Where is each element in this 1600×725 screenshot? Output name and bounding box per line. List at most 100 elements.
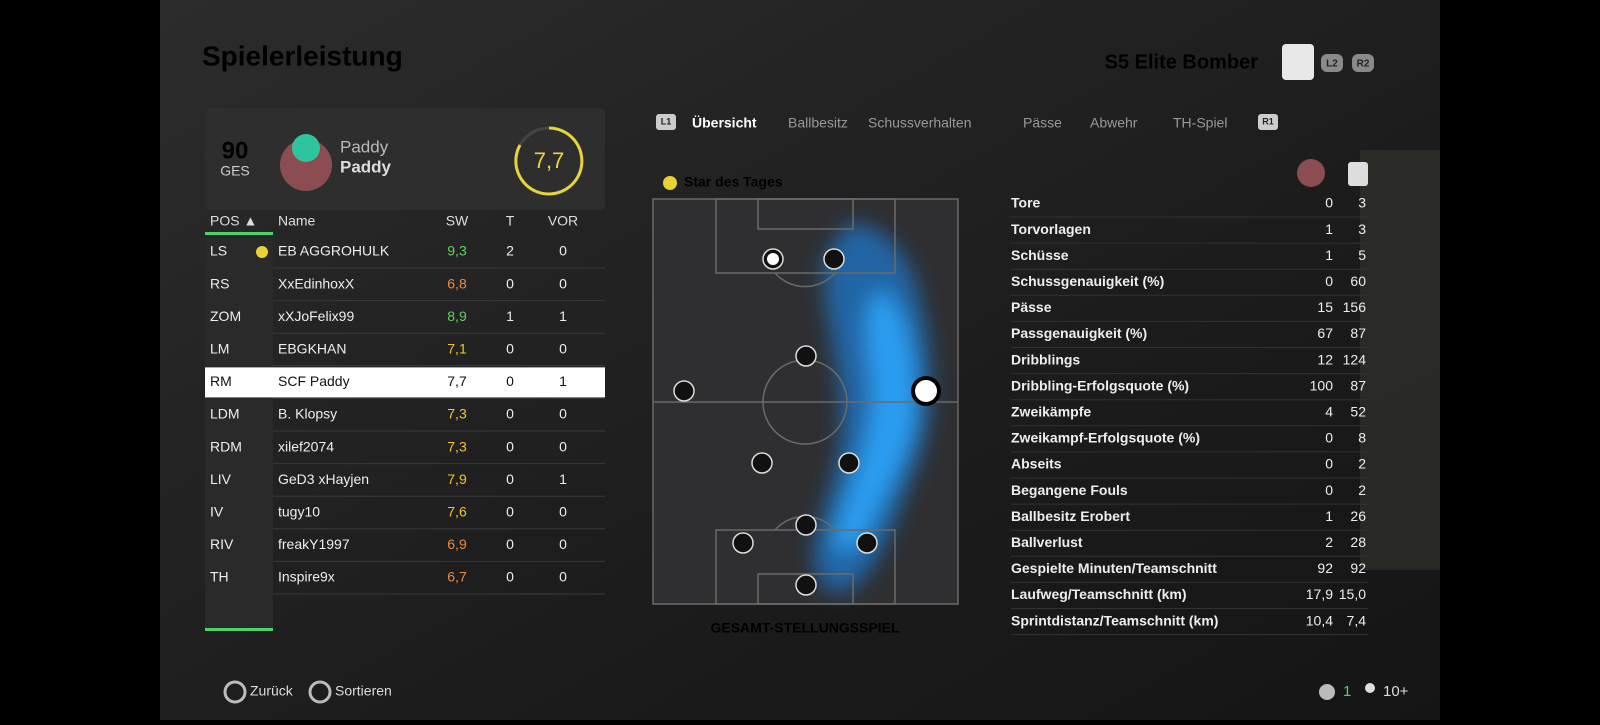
cell[interactable]: 1 xyxy=(506,308,514,324)
cell[interactable]: EB AGGROHULK xyxy=(278,243,390,259)
cell[interactable]: 9,3 xyxy=(447,243,467,259)
selected-row[interactable] xyxy=(205,367,605,398)
cell[interactable]: 0 xyxy=(506,536,514,552)
player-table: POS ▲ Name SW T VOR LS EB AGGROHULK 9,3 2 0 RS XxEd… xyxy=(205,213,605,595)
cell[interactable]: 6,8 xyxy=(447,275,467,291)
cell[interactable]: 0 xyxy=(559,406,567,422)
team-name: S5 Elite Bomber xyxy=(1105,51,1259,73)
cell[interactable]: TH xyxy=(210,569,229,585)
sort-label[interactable]: Sortieren xyxy=(335,683,392,699)
voice-icon xyxy=(1319,684,1335,700)
cell[interactable]: 0 xyxy=(506,373,514,389)
cell[interactable]: RIV xyxy=(210,536,234,552)
cell[interactable]: 7,1 xyxy=(447,341,467,357)
stat-player: 1 xyxy=(1325,247,1333,263)
stat-label: Pässe xyxy=(1011,299,1052,315)
column-header[interactable]: VOR xyxy=(548,213,578,229)
sort-button-icon[interactable] xyxy=(308,680,332,704)
cell[interactable]: 0 xyxy=(559,243,567,259)
cell[interactable]: LS xyxy=(210,243,227,259)
cell[interactable]: ZOM xyxy=(210,308,241,324)
cell[interactable]: EBGKHAN xyxy=(278,341,346,357)
cell[interactable]: 0 xyxy=(506,438,514,454)
cell[interactable]: 7,3 xyxy=(447,438,467,454)
cell[interactable]: 8,9 xyxy=(447,308,467,324)
pitch-caption: GESAMT-STELLUNGSSPIEL xyxy=(710,620,899,636)
stat-team: 3 xyxy=(1358,221,1366,237)
stat-team: 26 xyxy=(1350,508,1366,524)
cell[interactable]: 0 xyxy=(506,471,514,487)
cell[interactable]: RS xyxy=(210,275,229,291)
cell[interactable]: LIV xyxy=(210,471,232,487)
tab[interactable]: Übersicht xyxy=(692,115,757,131)
tab[interactable]: Pässe xyxy=(1023,115,1062,131)
cell[interactable]: RM xyxy=(210,373,232,389)
cell[interactable]: XxEdinhoxX xyxy=(278,275,355,291)
column-header[interactable]: T xyxy=(506,213,515,229)
cell[interactable]: SCF Paddy xyxy=(278,373,350,389)
r2-button[interactable] xyxy=(1352,54,1374,72)
column-header[interactable]: Name xyxy=(278,213,316,229)
l1-button[interactable] xyxy=(656,114,676,130)
stat-label: Passgenauigkeit (%) xyxy=(1011,325,1147,341)
cell[interactable]: GeD3 xHayjen xyxy=(278,471,369,487)
stat-player: 4 xyxy=(1325,404,1333,420)
voice-count: 1 xyxy=(1343,683,1351,700)
cell[interactable]: 0 xyxy=(559,569,567,585)
stat-player: 1 xyxy=(1325,508,1333,524)
r1-button[interactable] xyxy=(1258,114,1278,130)
column-header[interactable]: POS ▲ xyxy=(210,213,257,229)
cell[interactable]: 2 xyxy=(506,243,514,259)
cell[interactable]: 0 xyxy=(506,341,514,357)
column-header[interactable]: SW xyxy=(446,213,469,229)
tab[interactable]: Abwehr xyxy=(1090,115,1138,131)
cell[interactable]: 0 xyxy=(506,275,514,291)
cell[interactable]: 7,7 xyxy=(447,373,467,389)
cell[interactable]: 0 xyxy=(559,275,567,291)
cell[interactable]: 7,6 xyxy=(447,504,467,520)
cell[interactable]: IV xyxy=(210,504,224,520)
cell[interactable]: 1 xyxy=(559,471,567,487)
cell[interactable]: LM xyxy=(210,341,229,357)
stat-label: Torvorlagen xyxy=(1011,221,1091,237)
stat-player: 0 xyxy=(1325,195,1333,211)
cell[interactable]: 0 xyxy=(506,406,514,422)
cell[interactable]: 7,9 xyxy=(447,471,467,487)
cell[interactable]: xXJoFelix99 xyxy=(278,308,354,324)
player-dots xyxy=(673,248,878,596)
cell[interactable]: 0 xyxy=(559,536,567,552)
cell[interactable]: 1 xyxy=(559,308,567,324)
cell[interactable]: RDM xyxy=(210,438,242,454)
stat-label: Schüsse xyxy=(1011,247,1069,263)
cell[interactable]: 0 xyxy=(506,504,514,520)
stat-label: Abseits xyxy=(1011,456,1062,472)
player-name-2: Paddy xyxy=(340,157,392,176)
tab[interactable]: TH-Spiel xyxy=(1173,115,1227,131)
back-label[interactable]: Zurück xyxy=(250,683,294,699)
r1-label: R1 xyxy=(1262,116,1274,126)
cell[interactable]: xilef2074 xyxy=(278,438,334,454)
cell[interactable]: 0 xyxy=(559,341,567,357)
cell[interactable]: 0 xyxy=(559,504,567,520)
tab[interactable]: Ballbesitz xyxy=(788,115,848,131)
stat-label: Dribbling-Erfolgsquote (%) xyxy=(1011,377,1189,393)
cell[interactable]: freakY1997 xyxy=(278,536,350,552)
stat-team: 5 xyxy=(1358,247,1366,263)
l2-button[interactable] xyxy=(1321,54,1343,72)
tab[interactable]: Schussverhalten xyxy=(868,115,972,131)
cell[interactable]: 6,7 xyxy=(447,569,467,585)
cell[interactable]: 0 xyxy=(506,569,514,585)
cell[interactable]: B. Klopsy xyxy=(278,406,337,422)
stat-player: 17,9 xyxy=(1306,586,1333,602)
stat-label: Tore xyxy=(1011,195,1041,211)
cell[interactable]: 7,3 xyxy=(447,406,467,422)
cell[interactable]: tugy10 xyxy=(278,504,320,520)
cell[interactable]: LDM xyxy=(210,406,240,422)
back-button-icon[interactable] xyxy=(223,680,247,704)
cell[interactable]: 6,9 xyxy=(447,536,467,552)
stat-player: 15 xyxy=(1317,299,1333,315)
cell[interactable]: Inspire9x xyxy=(278,569,335,585)
cell[interactable]: 0 xyxy=(559,438,567,454)
cell[interactable]: 1 xyxy=(559,373,567,389)
